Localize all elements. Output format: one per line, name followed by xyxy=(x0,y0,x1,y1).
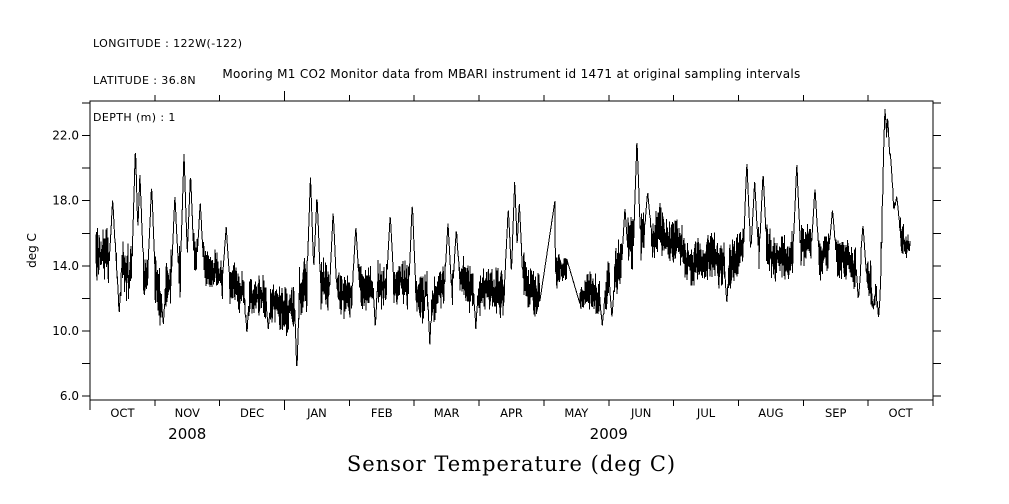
year-label: 2008 xyxy=(168,425,206,443)
x-month-label: FEB xyxy=(371,406,393,420)
year-label: 2009 xyxy=(590,425,628,443)
x-month-label: AUG xyxy=(758,406,783,420)
y-tick-label: 22.0 xyxy=(52,129,79,143)
y-tick-label: 18.0 xyxy=(52,194,79,208)
y-tick-label: 14.0 xyxy=(52,259,79,273)
x-month-label: OCT xyxy=(889,406,914,420)
longitude-label: LONGITUDE : 122W(-122) xyxy=(93,36,243,50)
x-month-label: NOV xyxy=(175,406,200,420)
y-tick-label: 6.0 xyxy=(60,389,79,403)
x-month-label: JUL xyxy=(696,406,716,420)
x-month-label: JUN xyxy=(630,406,651,420)
x-month-label: OCT xyxy=(110,406,135,420)
x-month-label: APR xyxy=(500,406,523,420)
x-month-label: DEC xyxy=(240,406,264,420)
depth-label: DEPTH (m) : 1 xyxy=(93,111,176,125)
temperature-series xyxy=(95,109,911,367)
plot-title: Mooring M1 CO2 Monitor data from MBARI i… xyxy=(222,67,801,81)
figure-caption: Sensor Temperature (deg C) xyxy=(346,452,677,476)
plot-frame xyxy=(89,100,934,401)
x-month-label: MAR xyxy=(434,406,460,420)
x-month-label: JAN xyxy=(306,406,327,420)
y-tick-label: 10.0 xyxy=(52,324,79,338)
header-block: LONGITUDE : 122W(-122) LATITUDE : 36.8N … xyxy=(93,13,243,149)
x-month-label: MAY xyxy=(564,406,589,420)
x-month-label: SEP xyxy=(825,406,847,420)
y-axis-label: deg C xyxy=(25,233,39,268)
latitude-label: LATITUDE : 36.8N xyxy=(93,74,197,88)
